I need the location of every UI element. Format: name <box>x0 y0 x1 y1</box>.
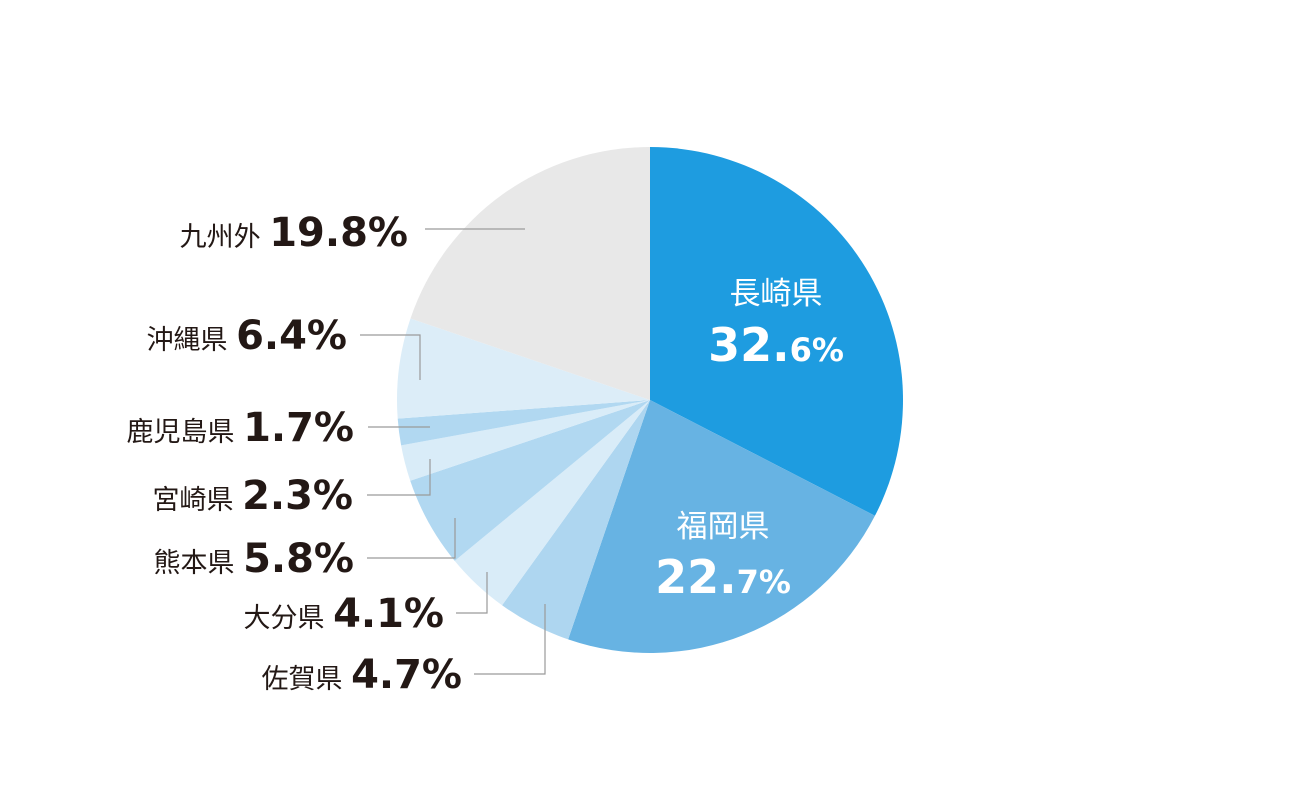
slice-6 <box>397 400 650 446</box>
slice-3 <box>454 400 650 606</box>
slice-label-1: 福岡県 <box>677 509 770 545</box>
leader-line-4 <box>367 518 456 559</box>
leader-line-7 <box>360 334 421 380</box>
slice-label-0: 長崎県 <box>730 276 823 312</box>
slice-value-0: 32.6% <box>708 318 844 372</box>
slice-value-1: 22.7% <box>655 550 791 604</box>
slice-label-8: 九州外 19.8% <box>180 210 408 256</box>
leader-line-3 <box>456 572 488 614</box>
leader-line-5 <box>367 459 431 496</box>
leader-line-2 <box>474 604 546 675</box>
slice-label-4: 熊本県 5.8% <box>153 536 354 582</box>
slice-label-5: 宮崎県 2.3% <box>152 473 353 519</box>
slice-7 <box>397 318 650 419</box>
slice-1 <box>568 400 875 654</box>
slice-label-6: 鹿児島県 1.7% <box>126 405 354 451</box>
slice-5 <box>401 400 650 481</box>
slice-2 <box>502 400 650 640</box>
slice-0 <box>650 147 904 516</box>
slice-label-7: 沖縄県 6.4% <box>146 313 347 359</box>
slice-8 <box>410 147 650 400</box>
slice-4 <box>410 400 650 561</box>
slice-label-3: 大分県 4.1% <box>243 591 444 637</box>
slice-label-2: 佐賀県 4.7% <box>261 652 462 698</box>
